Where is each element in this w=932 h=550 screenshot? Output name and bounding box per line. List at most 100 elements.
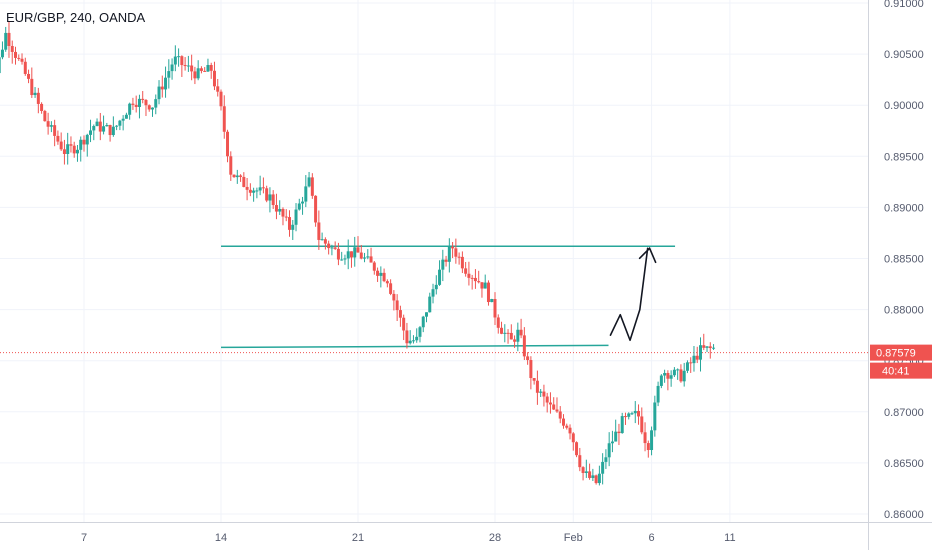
candle-down	[108, 124, 112, 136]
candle-up	[79, 139, 83, 150]
candle-down	[216, 86, 220, 92]
candle-down	[402, 317, 406, 331]
candle-down	[248, 189, 252, 193]
candle-up	[177, 56, 181, 58]
candle-down	[464, 268, 468, 274]
y-tick-label: 0.91000	[884, 0, 924, 10]
candle-down	[473, 277, 477, 282]
candle-down	[708, 346, 712, 349]
candle-down	[203, 70, 207, 72]
candle-up	[584, 471, 588, 473]
candle-down	[565, 425, 569, 428]
candle-up	[124, 114, 128, 119]
candle-up	[676, 369, 680, 371]
candle-down	[27, 73, 31, 79]
candle-up	[633, 410, 637, 414]
candle-down	[643, 432, 647, 444]
candle-up	[447, 246, 451, 262]
candle-down	[575, 442, 579, 456]
candle-down	[451, 246, 455, 249]
support-line	[220, 344, 609, 349]
candle-down	[245, 186, 249, 190]
candle-up	[408, 340, 412, 344]
candle-down	[581, 467, 585, 473]
candle-down	[209, 65, 213, 71]
candle-down	[529, 360, 533, 379]
candle-down	[229, 156, 233, 175]
candle-down	[405, 330, 409, 344]
candle-up	[421, 316, 425, 328]
candle-down	[689, 362, 693, 364]
candle-down	[98, 121, 102, 132]
candle-down	[640, 416, 644, 433]
candle-up	[294, 209, 298, 225]
candle-up	[597, 473, 601, 484]
candle-up	[154, 99, 158, 108]
candle-down	[637, 410, 641, 417]
candle-down	[702, 345, 706, 348]
candle-up	[49, 125, 53, 127]
x-tick-label: 6	[649, 532, 655, 544]
projection-path	[609, 247, 649, 342]
candle-down	[199, 68, 203, 71]
candle-down	[679, 369, 683, 382]
candle-down	[562, 418, 565, 426]
candle-down	[509, 332, 513, 340]
candle-up	[167, 71, 171, 78]
candle-up	[604, 457, 608, 462]
candle-up	[0, 57, 1, 74]
candle-down	[486, 282, 490, 303]
candle-up	[705, 346, 709, 348]
candle-up	[591, 475, 595, 478]
candle-up	[630, 413, 634, 415]
candle-up	[111, 126, 115, 136]
candle-up	[620, 416, 624, 434]
candle-up	[483, 282, 487, 289]
candle-up	[75, 149, 79, 154]
candle-down	[493, 299, 497, 318]
x-tick-label: Feb	[564, 532, 583, 544]
x-tick-label: 7	[81, 532, 87, 544]
candle-up	[235, 175, 239, 178]
candle-up	[712, 347, 716, 349]
candle-up	[627, 413, 631, 417]
candle-down	[333, 247, 337, 249]
candle-down	[43, 110, 47, 122]
candle-up	[490, 299, 494, 303]
candle-down	[40, 103, 44, 111]
candle-down	[131, 103, 135, 105]
candle-down	[588, 471, 592, 478]
y-tick-label: 0.86500	[884, 458, 924, 470]
candle-down	[336, 248, 340, 260]
candle-down	[147, 105, 151, 110]
candles	[0, 21, 716, 486]
candle-up	[102, 126, 106, 132]
candle-down	[323, 239, 327, 244]
candle-down	[284, 216, 288, 218]
candle-up	[157, 86, 161, 100]
candle-down	[382, 272, 386, 282]
candle-up	[121, 118, 125, 121]
candle-down	[160, 86, 164, 90]
candle-down	[183, 65, 187, 67]
candle-up	[173, 56, 177, 65]
candle-down	[281, 208, 285, 217]
candle-down	[271, 194, 275, 206]
y-tick-label: 0.88500	[884, 254, 924, 266]
candle-down	[594, 475, 598, 484]
candle-down	[535, 380, 539, 393]
candle-down	[82, 139, 86, 145]
candle-down	[17, 57, 21, 59]
candle-down	[532, 378, 536, 381]
x-tick-label: 11	[724, 532, 735, 544]
candle-up	[415, 336, 419, 341]
candle-down	[239, 175, 243, 177]
candle-down	[134, 104, 138, 107]
candle-down	[261, 187, 265, 189]
candle-up	[692, 355, 696, 364]
candle-down	[545, 396, 549, 403]
drawn-levels	[0, 245, 868, 354]
candle-down	[359, 252, 363, 259]
candle-up	[379, 272, 383, 276]
